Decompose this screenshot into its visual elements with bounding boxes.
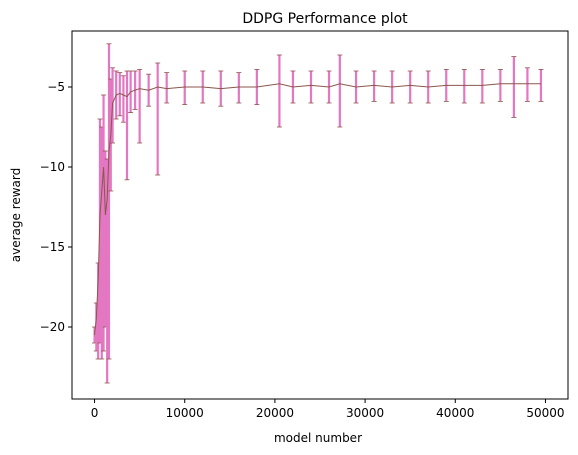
y-tick-label: −15 (40, 240, 65, 254)
y-tick-label: −5 (47, 80, 65, 94)
y-axis-label: average reward (9, 168, 23, 263)
mean-line (94, 83, 541, 336)
x-tick-label: 20000 (256, 406, 294, 420)
x-axis-label: model number (274, 431, 362, 445)
y-tick-label: −20 (40, 320, 65, 334)
x-tick-label: 50000 (526, 406, 564, 420)
plot-area (92, 43, 544, 384)
x-tick-label: 10000 (166, 406, 204, 420)
y-axis: −20 −15 −10 −5 (40, 80, 72, 334)
x-tick-label: 40000 (436, 406, 474, 420)
x-tick-label: 0 (91, 406, 99, 420)
x-tick-label: 30000 (346, 406, 384, 420)
x-axis: 0 10000 20000 30000 40000 50000 (91, 399, 565, 420)
y-tick-label: −10 (40, 160, 65, 174)
chart-title: DDPG Performance plot (242, 11, 408, 27)
axes-frame (71, 30, 569, 400)
